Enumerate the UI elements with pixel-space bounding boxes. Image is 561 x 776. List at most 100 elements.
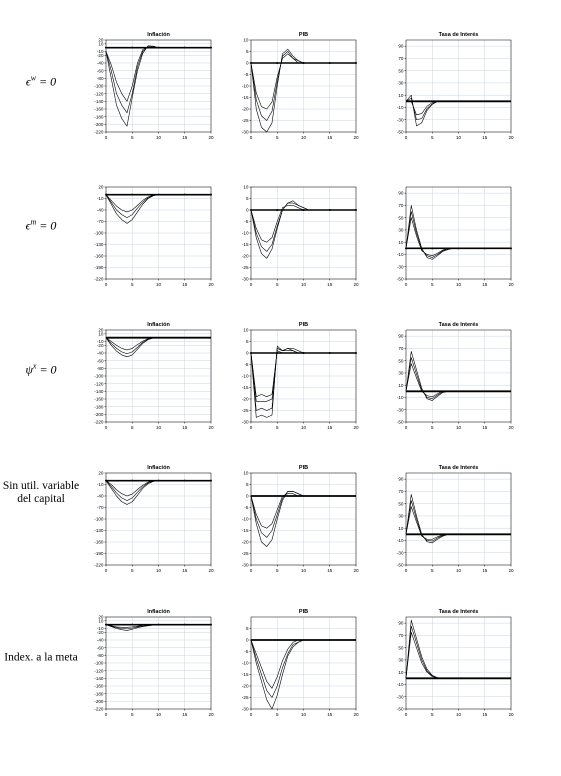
y-tick-label: -180: [94, 404, 104, 409]
row-label-equation: = 0: [36, 218, 57, 233]
series-line-2: [405, 357, 511, 399]
x-tick-label: 0: [250, 425, 253, 430]
y-tick-label: -50: [397, 563, 404, 568]
x-tick-label: 20: [353, 282, 359, 287]
y-tick-label: 50: [398, 215, 404, 220]
x-tick-label: 10: [156, 282, 162, 287]
y-tick-label: 10: [398, 670, 404, 675]
x-tick-label: 0: [250, 712, 253, 717]
y-tick-label: -10: [397, 105, 404, 110]
series-marker: [131, 193, 134, 196]
y-tick-label: 50: [398, 645, 404, 650]
series-marker: [276, 209, 279, 211]
plot-frame: [405, 186, 512, 280]
y-tick-label: 0: [246, 351, 249, 356]
x-tick-label: 15: [482, 425, 488, 430]
y-tick-label: -20: [97, 630, 104, 635]
y-tick-label: 90: [398, 334, 404, 339]
x-tick-label: 15: [327, 135, 333, 140]
x-tick-label: 10: [156, 568, 162, 573]
y-tick-label: -100: [94, 84, 104, 89]
x-tick-label: 10: [156, 712, 162, 717]
series-line-2: [250, 202, 356, 252]
x-tick-label: 20: [353, 568, 359, 573]
chart-panel-r3-c0: Inflación 20 -10 -40 -70 -100 -130 -160 -190 -220…: [94, 465, 214, 573]
series-line-1: [105, 480, 211, 505]
x-tick-label: 0: [105, 568, 108, 573]
x-tick-label: 5: [131, 135, 134, 140]
y-tick-label: 10: [243, 38, 249, 43]
x-tick-label: 15: [327, 425, 333, 430]
x-tick-label: 20: [508, 135, 514, 140]
y-tick-label: -100: [94, 661, 104, 666]
series-marker: [131, 46, 134, 49]
y-tick-label: 0: [246, 638, 249, 643]
y-tick-label: -120: [94, 381, 104, 386]
y-tick-label: -60: [97, 68, 104, 73]
x-tick-label: 5: [276, 712, 279, 717]
series-line-3: [105, 194, 211, 213]
series-line-2: [405, 211, 511, 258]
y-tick-label: -40: [97, 351, 104, 356]
x-tick-label: 5: [131, 425, 134, 430]
y-tick-label: 5: [246, 626, 249, 631]
y-tick-label: 90: [398, 621, 404, 626]
x-tick-label: 0: [405, 712, 408, 717]
x-tick-label: 10: [301, 568, 307, 573]
series-line-2: [105, 194, 211, 218]
series-line-2: [250, 491, 356, 538]
y-tick-label: -5: [244, 72, 249, 77]
y-tick-label: -20: [242, 540, 249, 545]
chart-panel-r4-c2: Tasa de Interés 90 70 50 30 10 -10 -30 -500 5 10 15…: [397, 609, 514, 717]
y-tick-label: -10: [97, 196, 104, 201]
y-tick-label: -10: [97, 339, 104, 344]
x-tick-label: 0: [250, 282, 253, 287]
chart-panel-r2-c0: Inflación2010-10-20-40-60-80-100-120-140…: [94, 322, 214, 430]
series-line-3: [105, 480, 211, 497]
y-tick-label: 5: [246, 196, 249, 201]
y-tick-label: -30: [242, 130, 249, 135]
chart-panel-r3-c2: Tasa de Interés 90 70 50 30 10 -10 -30 -500 5 10 15…: [397, 465, 514, 573]
series-line-2: [250, 51, 356, 121]
x-tick-label: 20: [208, 135, 214, 140]
y-tick-label: -15: [242, 528, 249, 533]
row-label-symbol: ϵ: [25, 218, 31, 233]
y-tick-label: -30: [397, 550, 404, 555]
series-marker: [131, 623, 134, 626]
y-tick-label: -30: [397, 407, 404, 412]
y-tick-label: -160: [94, 397, 104, 402]
y-tick-label: 10: [243, 185, 249, 190]
series-marker: [105, 46, 107, 49]
y-tick-label: 10: [398, 383, 404, 388]
series-line-1: [105, 45, 211, 127]
y-tick-label: -30: [242, 420, 249, 425]
y-tick-label: 20: [98, 185, 104, 190]
y-tick-label: -5: [244, 362, 249, 367]
y-tick-label: -20: [97, 53, 104, 58]
chart-title: Tasa de Interés: [439, 322, 479, 328]
y-tick-label: 0: [246, 208, 249, 213]
series-line-1: [405, 205, 511, 260]
x-tick-label: 15: [482, 282, 488, 287]
y-tick-label: -50: [397, 130, 404, 135]
y-tick-label: -25: [242, 695, 249, 700]
x-tick-label: 5: [431, 282, 434, 287]
chart-title: Tasa de Interés: [439, 465, 479, 471]
x-tick-label: 20: [208, 568, 214, 573]
chart-panel-r1-c2: 90 70 50 30 10 -10 -30 -500 5 10 15 20: [397, 186, 514, 287]
x-tick-label: 15: [327, 712, 333, 717]
series-line-1: [105, 337, 211, 358]
y-tick-label: -160: [94, 254, 104, 259]
series-line-3: [250, 493, 356, 529]
chart-panel-r4-c0: Inflación2010-10-20-40-60-80-100-120-140…: [94, 609, 214, 717]
y-tick-label: -50: [397, 277, 404, 282]
y-tick-label: 90: [398, 44, 404, 49]
y-tick-label: -180: [94, 114, 104, 119]
y-tick-label: -30: [397, 694, 404, 699]
x-tick-label: 10: [456, 282, 462, 287]
x-tick-label: 10: [456, 568, 462, 573]
x-tick-label: 5: [276, 425, 279, 430]
y-tick-label: 5: [246, 49, 249, 54]
y-tick-label: -60: [97, 645, 104, 650]
y-tick-label: 20: [98, 471, 104, 476]
